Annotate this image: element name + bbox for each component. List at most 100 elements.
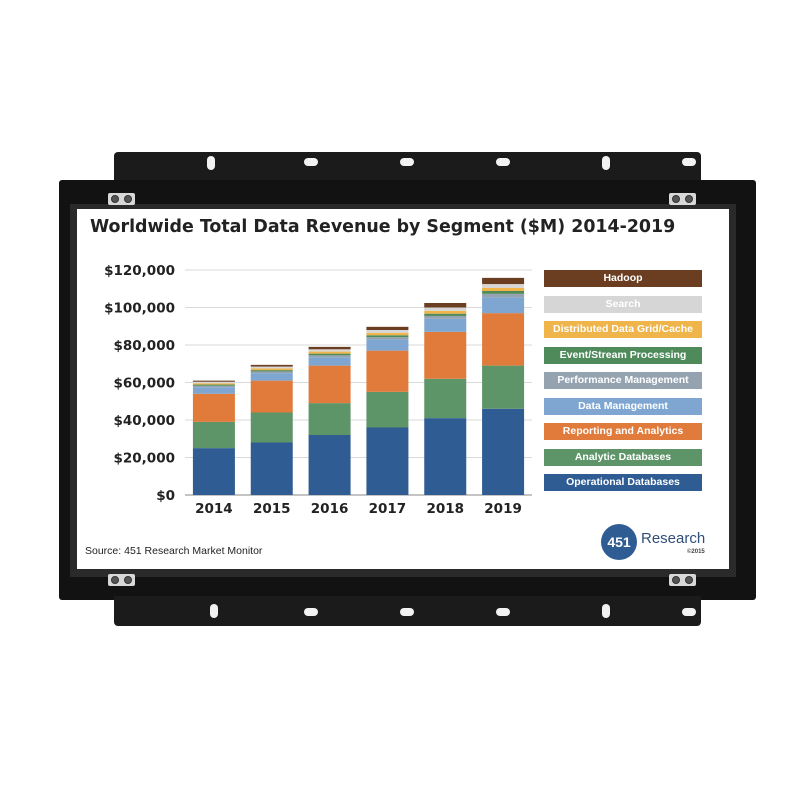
- bar-segment-data-management-2017: [366, 339, 409, 351]
- x-tick-label: 2015: [253, 501, 291, 517]
- mounting-slot: [496, 158, 510, 166]
- screw-plate: [108, 574, 135, 586]
- bar-segment-hadoop-2016: [308, 346, 351, 350]
- mounting-slot: [304, 158, 318, 166]
- y-tick-label: $0: [156, 488, 175, 504]
- logo-copyright: ©2015: [687, 549, 705, 555]
- bar-segment-data-management-2015: [250, 373, 293, 381]
- mounting-slot: [400, 158, 414, 166]
- y-tick-label: $120,000: [104, 263, 175, 279]
- x-tick-label: 2019: [484, 501, 522, 517]
- bottom-mounting-bracket: [114, 596, 701, 626]
- bar-segment-operational-databases-2015: [250, 442, 293, 495]
- top-mounting-bracket: [114, 152, 701, 182]
- bar-segment-reporting-and-analytics-2019: [482, 313, 525, 366]
- bar-segment-performance-management-2019: [482, 293, 525, 298]
- bar-segment-analytic-databases-2017: [366, 391, 409, 428]
- y-tick-label: $40,000: [114, 413, 176, 429]
- 451-research-logo: 451 Research ©2015: [601, 522, 721, 562]
- logo-badge: 451: [601, 524, 637, 560]
- bar-segment-analytic-databases-2014: [192, 421, 235, 449]
- bar-segment-operational-databases-2014: [192, 448, 235, 495]
- legend-item-analytic-databases: Analytic Databases: [544, 448, 702, 466]
- bar-segment-data-management-2014: [192, 387, 235, 394]
- screw-icon: [111, 195, 119, 203]
- y-tick-label: $80,000: [114, 338, 176, 354]
- bar-segment-distributed-data-grid-cache-2018: [424, 310, 467, 314]
- y-tick-label: $60,000: [114, 376, 176, 392]
- mounting-slot: [602, 604, 610, 618]
- screw-plate: [669, 574, 696, 586]
- legend-item-hadoop: Hadoop: [544, 270, 702, 287]
- mounting-slot: [400, 608, 414, 616]
- bar-segment-search-2016: [308, 349, 351, 352]
- legend-item-search: Search: [544, 295, 702, 313]
- bar-segment-distributed-data-grid-cache-2015: [250, 368, 293, 371]
- bar-segment-event-stream-processing-2017: [366, 335, 409, 338]
- bar-segment-search-2014: [192, 381, 235, 384]
- bar-segment-reporting-and-analytics-2018: [424, 331, 467, 379]
- bar-segment-operational-databases-2017: [366, 427, 409, 495]
- screw-plate: [669, 193, 696, 205]
- bar-segment-event-stream-processing-2015: [250, 370, 293, 372]
- bar-segment-search-2018: [424, 307, 467, 311]
- bar-segment-hadoop-2018: [424, 303, 467, 308]
- bar-segment-operational-databases-2019: [482, 408, 525, 495]
- bar-segment-data-management-2019: [482, 297, 525, 314]
- bar-segment-hadoop-2017: [366, 326, 409, 330]
- bar-segment-analytic-databases-2016: [308, 403, 351, 435]
- legend-item-data-management: Data Management: [544, 397, 702, 415]
- bar-segment-performance-management-2014: [192, 385, 235, 388]
- stacked-bar-chart: $0 $20,000 $40,000 $60,000 $80,000 $100,000 $1…: [104, 263, 532, 517]
- x-tick-label: 2018: [426, 501, 464, 517]
- mounting-slot: [602, 156, 610, 170]
- screw-icon: [124, 576, 132, 584]
- chart-title: Worldwide Total Data Revenue by Segment …: [90, 217, 676, 237]
- bar-segment-data-management-2018: [424, 318, 467, 332]
- bar-segment-analytic-databases-2018: [424, 378, 467, 419]
- bar-segment-distributed-data-grid-cache-2014: [192, 383, 235, 385]
- legend-item-performance-management: Performance Management: [544, 372, 702, 389]
- bar-segment-performance-management-2016: [308, 355, 351, 358]
- y-tick-label: $20,000: [114, 451, 176, 467]
- bar-segment-event-stream-processing-2016: [308, 353, 351, 356]
- bar-segment-operational-databases-2018: [424, 418, 467, 495]
- mounting-slot: [304, 608, 318, 616]
- screw-icon: [111, 576, 119, 584]
- logo-name: Research: [641, 530, 706, 547]
- bar-segment-performance-management-2017: [366, 337, 409, 340]
- bar-segment-hadoop-2019: [482, 277, 525, 285]
- mounting-slot: [496, 608, 510, 616]
- x-tick-label: 2016: [311, 501, 349, 517]
- legend-item-event-stream-processing: Event/Stream Processing: [544, 346, 702, 364]
- bar-segment-analytic-databases-2015: [250, 412, 293, 443]
- bar-segment-performance-management-2015: [250, 371, 293, 374]
- bar-segment-performance-management-2018: [424, 315, 467, 319]
- bar-segment-event-stream-processing-2019: [482, 291, 525, 294]
- bar-segment-operational-databases-2016: [308, 435, 351, 495]
- screw-icon: [685, 195, 693, 203]
- chart-source: Source: 451 Research Market Monitor: [85, 545, 263, 557]
- bar-segment-hadoop-2014: [192, 380, 235, 382]
- screw-plate: [108, 193, 135, 205]
- bar-segment-distributed-data-grid-cache-2019: [482, 287, 525, 291]
- bar-segment-search-2017: [366, 330, 409, 333]
- mounting-slot: [210, 604, 218, 618]
- mounting-slot: [682, 158, 696, 166]
- bar-segment-search-2019: [482, 284, 525, 288]
- bar-segment-hadoop-2015: [250, 364, 293, 367]
- bar-segment-data-management-2016: [308, 357, 351, 366]
- bar-segment-reporting-and-analytics-2017: [366, 350, 409, 392]
- legend-item-distributed-data-grid-cache: Distributed Data Grid/Cache: [544, 321, 702, 338]
- y-tick-label: $100,000: [104, 301, 175, 317]
- legend-item-reporting-and-analytics: Reporting and Analytics: [544, 423, 702, 440]
- bar-segment-event-stream-processing-2018: [424, 313, 467, 316]
- monitor-screen: Worldwide Total Data Revenue by Segment …: [77, 209, 729, 569]
- bar-segment-distributed-data-grid-cache-2017: [366, 332, 409, 336]
- bar-segment-analytic-databases-2019: [482, 365, 525, 409]
- screw-icon: [672, 195, 680, 203]
- bar-segment-reporting-and-analytics-2016: [308, 365, 351, 404]
- x-tick-label: 2014: [195, 501, 233, 517]
- bar-segment-event-stream-processing-2014: [192, 384, 235, 386]
- x-tick-label: 2017: [369, 501, 407, 517]
